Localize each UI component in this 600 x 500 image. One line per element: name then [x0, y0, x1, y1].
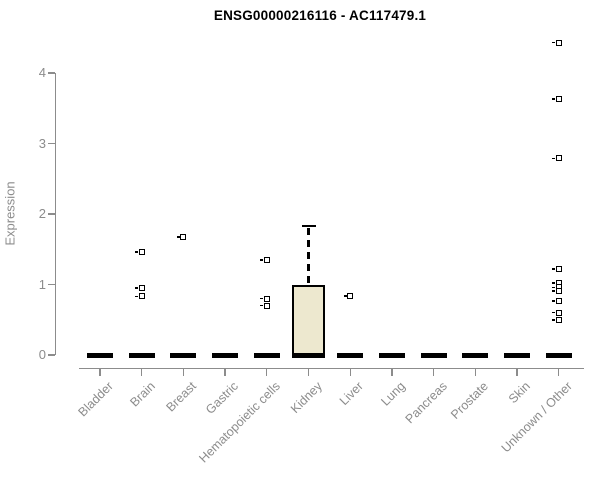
- outlier-point-tick: [552, 299, 556, 302]
- y-tick-label: 1: [38, 276, 46, 292]
- outlier-point: [263, 302, 270, 309]
- median-dash: [212, 352, 239, 358]
- whisker-cap: [301, 224, 316, 228]
- x-category-label: Pancreas: [402, 379, 450, 427]
- x-axis-line: [79, 368, 584, 370]
- outlier-point: [180, 234, 187, 241]
- outlier-point: [555, 287, 562, 294]
- outlier-point-tick: [552, 286, 556, 289]
- outlier-point: [555, 309, 562, 316]
- y-axis-tick: [48, 142, 55, 145]
- median-dash: [462, 352, 489, 358]
- outlier-point: [138, 293, 145, 300]
- x-axis-tick: [391, 368, 393, 376]
- x-axis-tick: [99, 368, 101, 376]
- y-axis-tick: [48, 283, 55, 286]
- x-category-label: Brain: [127, 379, 158, 410]
- outlier-point-tick: [552, 318, 556, 321]
- whisker-line: [307, 227, 310, 285]
- outlier-point-tick: [260, 297, 264, 300]
- outlier-point: [555, 297, 562, 304]
- x-category-label: Gastric: [203, 379, 241, 417]
- outlier-point-tick: [343, 294, 347, 297]
- x-axis-tick: [349, 368, 351, 376]
- y-tick-label: 0: [38, 347, 46, 362]
- x-axis-tick: [141, 368, 143, 376]
- outlier-point-tick: [552, 157, 556, 160]
- outlier-point: [555, 265, 562, 272]
- x-category-label: Skin: [505, 379, 533, 407]
- outlier-point-tick: [260, 304, 264, 307]
- y-axis-tick: [48, 213, 55, 215]
- median-dash: [292, 352, 325, 358]
- y-tick-label: 4: [38, 65, 46, 80]
- x-category-label: Liver: [337, 379, 367, 409]
- x-axis-tick: [266, 368, 268, 376]
- y-tick-label: 3: [38, 135, 46, 151]
- box: [292, 284, 325, 355]
- x-category-label: Lung: [378, 379, 408, 409]
- outlier-point-tick: [552, 290, 556, 292]
- x-category-label: Bladder: [75, 379, 116, 420]
- x-axis-tick: [432, 368, 435, 376]
- outlier-point: [555, 155, 562, 162]
- x-axis-tick: [474, 368, 476, 376]
- median-dash: [87, 352, 113, 358]
- median-dash: [337, 352, 364, 358]
- outlier-point: [138, 285, 145, 292]
- outlier-point-tick: [552, 41, 556, 44]
- median-dash: [420, 352, 447, 358]
- outlier-point: [138, 249, 145, 256]
- y-tick-label: 2: [38, 206, 46, 221]
- median-dash: [504, 352, 530, 358]
- outlier-point-tick: [135, 287, 139, 289]
- chart-title: ENSG00000216116 - AC117479.1: [213, 8, 427, 23]
- y-axis-line: [55, 73, 57, 355]
- outlier-point-tick: [552, 311, 556, 314]
- x-axis-tick: [516, 368, 518, 376]
- x-axis-tick: [182, 368, 185, 376]
- outlier-point: [555, 96, 562, 103]
- outlier-point: [555, 39, 562, 46]
- median-dash: [253, 352, 280, 358]
- median-dash: [128, 352, 155, 358]
- x-axis-tick: [224, 368, 226, 376]
- outlier-point-tick: [135, 251, 139, 253]
- x-category-label: Breast: [163, 379, 200, 415]
- x-category-label: Prostate: [448, 379, 492, 422]
- median-dash: [378, 352, 405, 358]
- y-axis-tick: [48, 72, 55, 74]
- median-dash: [545, 352, 572, 358]
- x-category-label: Kidney: [287, 379, 325, 416]
- outlier-point: [263, 295, 270, 302]
- outlier-point-tick: [135, 295, 139, 298]
- median-dash: [170, 352, 197, 358]
- outlier-point-tick: [552, 268, 556, 270]
- y-axis-tick: [48, 354, 55, 356]
- x-axis-tick: [558, 368, 560, 376]
- outlier-point: [347, 292, 354, 299]
- outlier-point-tick: [552, 282, 556, 284]
- outlier-point-tick: [176, 236, 180, 239]
- outlier-point-tick: [552, 98, 556, 100]
- outlier-point: [263, 256, 270, 263]
- outlier-point-tick: [260, 259, 264, 261]
- outlier-point: [555, 316, 562, 323]
- x-category-label: Hematopoietic cells: [196, 379, 283, 466]
- x-axis-tick: [307, 368, 310, 376]
